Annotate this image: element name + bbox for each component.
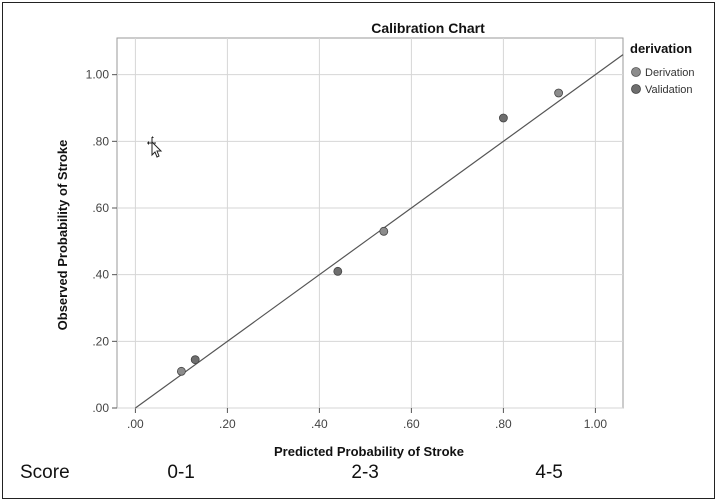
x-tick-label: .20 <box>219 417 236 431</box>
legend-label-validation: Validation <box>645 84 693 96</box>
y-tick-label: .80 <box>92 134 109 148</box>
reference-line <box>135 54 624 409</box>
score-group-label: 2-3 <box>351 462 379 483</box>
y-tick-label: .00 <box>92 401 109 415</box>
legend-label-derivation: Derivation <box>645 67 695 79</box>
x-tick-label: .00 <box>127 417 144 431</box>
score-row-label: Score <box>20 462 70 483</box>
data-point-derivation <box>379 226 389 236</box>
data-point-derivation <box>554 88 563 98</box>
plot-area <box>116 37 624 409</box>
y-tick-label: .60 <box>92 201 109 215</box>
x-tick-label: .60 <box>403 417 420 431</box>
chart-title: Calibration Chart <box>371 20 485 36</box>
data-point-validation <box>190 355 200 365</box>
legend: derivation Derivation Validation <box>630 41 695 96</box>
mouse-cursor-icon <box>147 136 163 158</box>
y-axis-title: Observed Probability of Stroke <box>55 140 70 331</box>
tick-labels: .00 .00 .20 .20 .40 .40 .60 .60 .80 .80 1.00 1.00 <box>86 68 608 431</box>
y-tick-label: .20 <box>92 334 109 348</box>
reference-line-group <box>135 54 624 409</box>
x-tick-label: .40 <box>311 417 328 431</box>
data-point-validation <box>498 113 508 123</box>
data-point-validation <box>333 266 343 276</box>
score-group-label: 4-5 <box>535 462 563 483</box>
grid-lines <box>112 38 623 413</box>
y-tick-label: .40 <box>92 268 109 282</box>
x-axis-title: Predicted Probability of Stroke <box>274 444 464 459</box>
data-points <box>176 88 563 376</box>
score-group-label: 0-1 <box>167 462 195 483</box>
data-point-derivation <box>176 366 186 376</box>
x-tick-label: 1.00 <box>584 417 608 431</box>
y-tick-label: 1.00 <box>86 68 110 82</box>
legend-marker-derivation <box>631 67 641 77</box>
x-tick-label: .80 <box>495 417 512 431</box>
legend-marker-validation <box>631 84 641 94</box>
legend-title: derivation <box>630 41 692 56</box>
